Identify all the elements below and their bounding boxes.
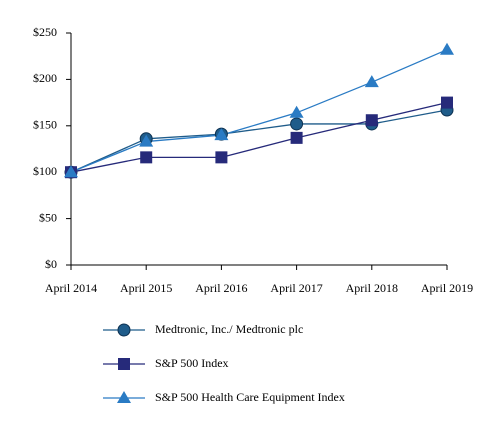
x-tick-label: April 2019 xyxy=(421,281,473,295)
legend-label: Medtronic, Inc./ Medtronic plc xyxy=(155,322,303,336)
data-point xyxy=(290,131,303,144)
data-point xyxy=(290,117,304,131)
y-tick-label: $200 xyxy=(33,71,57,85)
data-point xyxy=(289,105,304,118)
x-tick-label: April 2018 xyxy=(346,281,398,295)
y-tick-label: $50 xyxy=(39,210,57,224)
series-line xyxy=(70,49,448,173)
legend-label: S&P 500 Health Care Equipment Index xyxy=(155,390,345,404)
legend-label: S&P 500 Index xyxy=(155,356,229,370)
data-point xyxy=(64,165,78,178)
series-line xyxy=(70,109,448,173)
series-line xyxy=(70,101,448,173)
data-point xyxy=(440,42,454,55)
data-point xyxy=(365,114,378,127)
x-tick-label: April 2014 xyxy=(45,281,97,295)
x-tick-label: April 2016 xyxy=(195,281,247,295)
legend-marker xyxy=(117,391,131,403)
data-point xyxy=(441,96,453,109)
data-point xyxy=(140,151,153,164)
x-tick-label: April 2015 xyxy=(120,281,172,295)
y-tick-label: $150 xyxy=(33,118,57,132)
data-point xyxy=(214,128,229,141)
y-tick-label: $100 xyxy=(33,164,57,178)
data-point xyxy=(364,75,379,88)
data-point xyxy=(215,151,228,164)
data-point xyxy=(139,134,154,147)
y-tick-label: $0 xyxy=(45,257,57,271)
y-tick-label: $250 xyxy=(33,25,57,39)
x-tick-label: April 2017 xyxy=(270,281,322,295)
legend-marker xyxy=(118,358,130,370)
legend-marker xyxy=(117,323,131,337)
